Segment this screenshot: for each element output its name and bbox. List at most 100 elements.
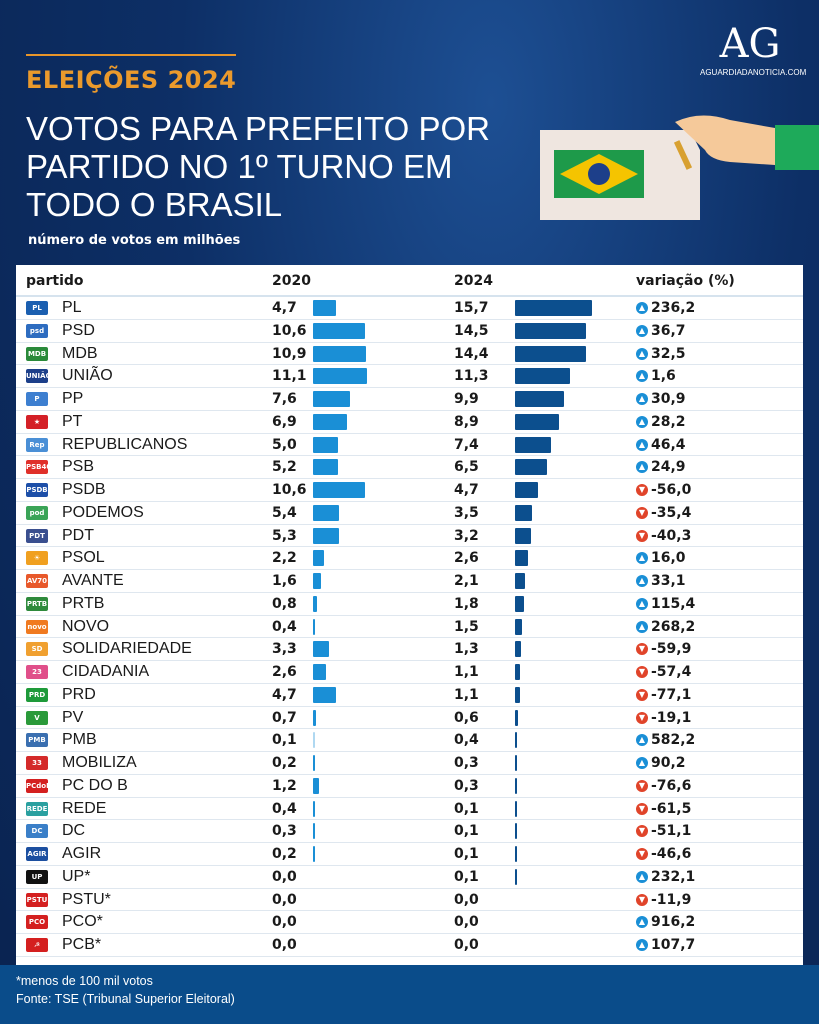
value-2024: 1,3 [454, 641, 479, 658]
value-2024: 1,5 [454, 618, 479, 635]
arrow-up-icon: ▲ [636, 461, 648, 474]
bar-2024 [515, 595, 524, 612]
bar-2020 [313, 345, 367, 362]
party-logo-icon: PCO [26, 915, 48, 930]
arrow-up-icon: ▲ [636, 870, 648, 883]
table-row: AGIR AGIR 0,2 0,1 ▼ -46,6 [16, 843, 803, 866]
value-2024: 1,1 [454, 686, 479, 703]
variation-value: 916,2 [651, 914, 696, 931]
bar-2024 [515, 618, 523, 635]
bar-2024 [515, 573, 526, 589]
variation-value: 236,2 [651, 300, 696, 316]
variation-value: -77,1 [651, 686, 692, 703]
arrow-down-icon: ▼ [636, 711, 648, 724]
arrow-up-icon: ▲ [636, 415, 648, 428]
value-2020: 0,0 [272, 891, 297, 908]
party-name: PL [62, 299, 82, 316]
bar-2020 [313, 368, 368, 385]
party-name: PODEMOS [62, 503, 144, 521]
value-2020: 5,2 [272, 459, 297, 476]
arrow-down-icon: ▼ [636, 529, 648, 542]
value-2020: 10,9 [272, 345, 307, 362]
variation-value: -51,1 [651, 823, 692, 840]
party-logo-icon: pod [26, 505, 48, 520]
col-2020: 2020 [272, 273, 311, 289]
party-logo-icon: PSDB [26, 483, 48, 497]
variation-value: 582,2 [651, 732, 696, 749]
bar-2020 [313, 800, 315, 817]
bar-2024 [515, 800, 517, 817]
table-row: PMB PMB 0,1 0,4 ▲ 582,2 [16, 729, 803, 752]
variation-value: 1,6 [651, 368, 676, 385]
bar-2020 [313, 527, 339, 544]
subtitle: número de votos em milhões [28, 233, 241, 248]
brand-site: AGUARDIADANOTICIA.COM [700, 68, 807, 77]
party-name: SOLIDARIEDADE [62, 640, 192, 658]
table-row: PSDB PSDB 10,6 4,7 ▼ -56,0 [16, 479, 803, 502]
value-2024: 3,2 [454, 527, 479, 544]
variation-value: 16,0 [651, 550, 686, 567]
footer: *menos de 100 mil votos Fonte: TSE (Trib… [16, 972, 235, 1008]
bar-2024 [515, 527, 531, 544]
bar-2020 [313, 618, 315, 635]
brand-mark: AG [719, 21, 781, 67]
value-2020: 0,2 [272, 846, 297, 862]
arrow-up-icon: ▲ [636, 916, 648, 929]
bar-2024 [515, 459, 547, 476]
party-name: UP* [62, 867, 91, 885]
bar-2024 [515, 777, 517, 794]
value-2024: 0,0 [454, 937, 479, 953]
party-name: AGIR [62, 845, 102, 862]
value-2024: 0,1 [454, 823, 479, 840]
arrow-down-icon: ▼ [636, 484, 648, 496]
value-2020: 0,4 [272, 618, 297, 635]
party-logo-icon: ★ [26, 414, 48, 429]
variation-value: -11,9 [651, 891, 692, 908]
bar-2020 [313, 391, 351, 407]
value-2020: 4,7 [272, 686, 297, 703]
variation-value: 232,1 [651, 868, 696, 885]
party-name: PT [62, 412, 83, 430]
bar-2024 [515, 686, 521, 703]
arrow-down-icon: ▼ [636, 848, 648, 860]
title-rule [26, 54, 236, 56]
value-2020: 4,7 [272, 300, 297, 316]
footnote: *menos de 100 mil votos [16, 974, 153, 988]
variation-value: -57,4 [651, 664, 692, 680]
bar-2020 [313, 641, 330, 658]
table-row: 33 MOBILIZA 0,2 0,3 ▲ 90,2 [16, 752, 803, 775]
party-name: MDB [62, 344, 98, 362]
page-title: VOTOS PARA PREFEITO POR PARTIDO NO 1º TU… [26, 110, 490, 223]
party-name: PSD [62, 321, 95, 339]
variation-value: -61,5 [651, 800, 692, 817]
value-2020: 0,1 [272, 732, 297, 749]
bar-2020 [313, 550, 324, 567]
bar-2024 [515, 846, 517, 862]
value-2020: 0,4 [272, 800, 297, 817]
variation-value: -76,6 [651, 777, 692, 794]
table-row: PDT PDT 5,3 3,2 ▼ -40,3 [16, 525, 803, 548]
party-logo-icon: PRD [26, 687, 48, 702]
value-2020: 10,6 [272, 322, 307, 339]
value-2024: 2,6 [454, 550, 479, 567]
col-variacao: variação (%) [636, 273, 735, 289]
party-name: AVANTE [62, 572, 124, 589]
variation-value: 28,2 [651, 413, 686, 430]
bar-2024 [515, 664, 521, 680]
table-row: PCO PCO* 0,0 0,0 ▲ 916,2 [16, 911, 803, 934]
value-2020: 2,2 [272, 550, 297, 567]
arrow-up-icon: ▲ [636, 302, 648, 314]
table-header: partido 2020 2024 variação (%) [16, 265, 803, 297]
table-row: ★ PT 6,9 8,9 ▲ 28,2 [16, 411, 803, 434]
variation-value: -56,0 [651, 482, 692, 498]
value-2020: 0,3 [272, 823, 297, 840]
value-2020: 0,0 [272, 937, 297, 953]
value-2020: 3,3 [272, 641, 297, 658]
value-2020: 0,2 [272, 755, 297, 771]
table-row: P PP 7,6 9,9 ▲ 30,9 [16, 388, 803, 411]
bar-2020 [313, 482, 365, 498]
value-2024: 9,9 [454, 391, 479, 407]
party-logo-icon: PL [26, 301, 48, 315]
table-row: PSB40 PSB 5,2 6,5 ▲ 24,9 [16, 456, 803, 479]
variation-value: -59,9 [651, 641, 692, 658]
